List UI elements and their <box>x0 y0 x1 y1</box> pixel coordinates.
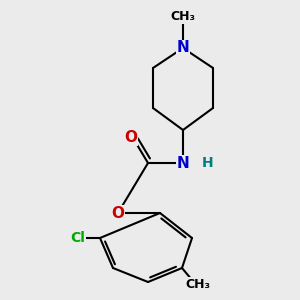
Text: N: N <box>177 155 189 170</box>
Text: O: O <box>124 130 137 146</box>
Text: H: H <box>202 156 214 170</box>
Text: CH₃: CH₃ <box>185 278 211 290</box>
Text: CH₃: CH₃ <box>170 11 196 23</box>
Text: O: O <box>112 206 124 220</box>
Text: N: N <box>177 40 189 56</box>
Text: Cl: Cl <box>70 231 86 245</box>
